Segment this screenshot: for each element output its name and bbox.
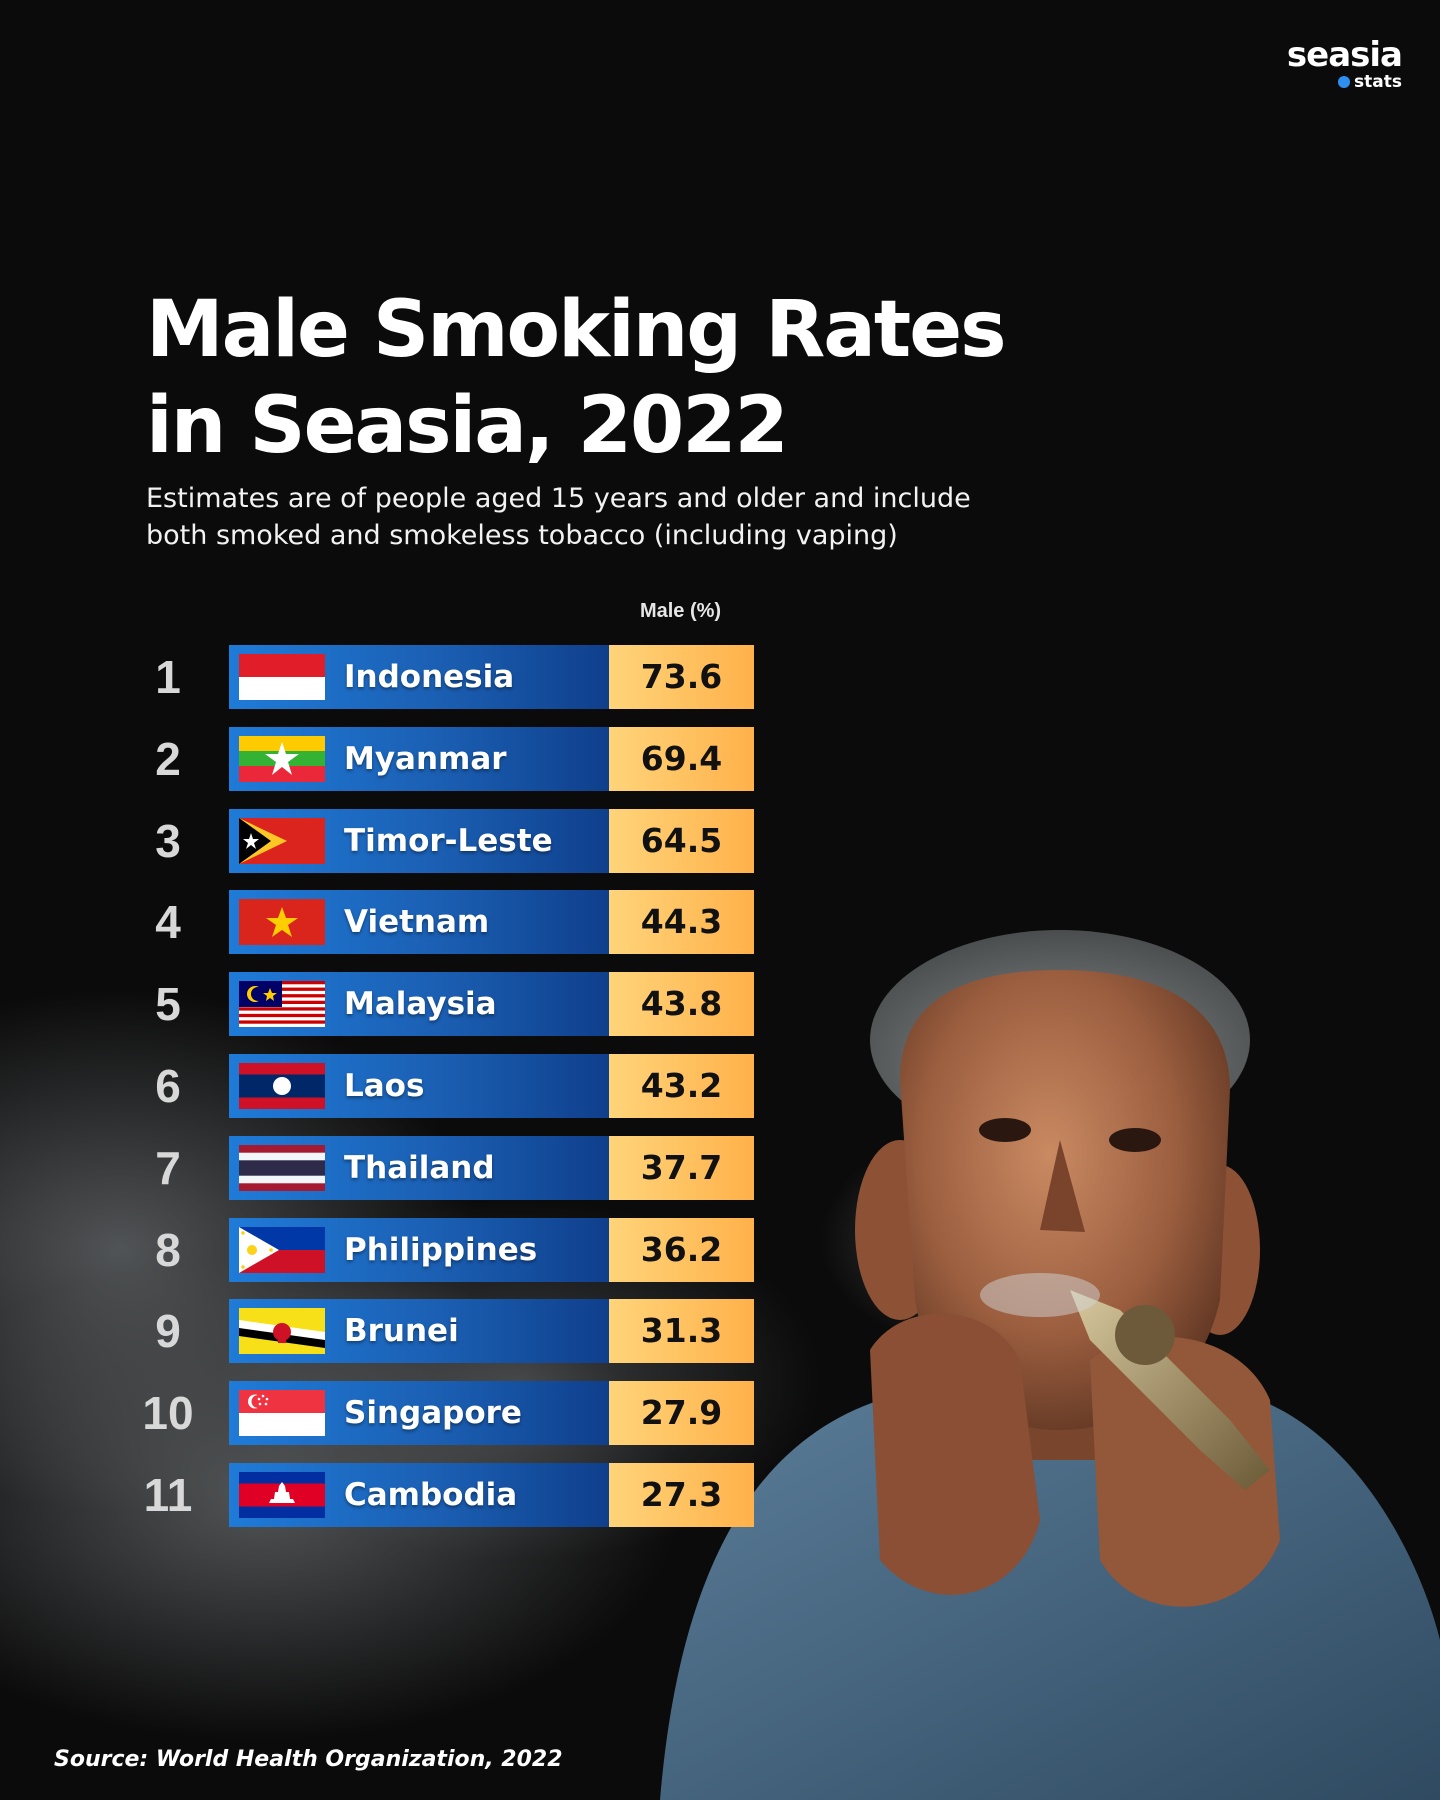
table-row: 1 Indonesia 73.6 — [0, 645, 760, 709]
globe-icon — [1338, 76, 1351, 88]
rank-number: 11 — [143, 1469, 193, 1521]
smoking-rate-value: 43.8 — [609, 972, 754, 1037]
column-header: Male (%) — [639, 600, 722, 622]
rank-number: 6 — [155, 1060, 181, 1112]
smoking-rate-value: 44.3 — [609, 890, 754, 955]
country-bar: Brunei — [229, 1299, 609, 1364]
subtitle-line-1: Estimates are of people aged 15 years an… — [146, 483, 971, 514]
brand-sub: stats — [1287, 72, 1402, 92]
page-subtitle: Estimates are of people aged 15 years an… — [146, 480, 1046, 554]
rank-number: 3 — [155, 814, 181, 867]
singapore-flag-icon — [239, 1390, 325, 1437]
smoking-rate-value: 36.2 — [609, 1217, 754, 1282]
country-name: Brunei — [344, 1313, 459, 1350]
smoking-rate-value: 73.6 — [609, 645, 754, 709]
smoking-rate-value: 64.5 — [609, 808, 754, 873]
country-bar: Laos — [229, 1054, 609, 1118]
page-title: Male Smoking Rates in Seasia, 2022 — [146, 282, 1146, 474]
smoking-rate-value: 37.7 — [609, 1135, 754, 1200]
country-name: Cambodia — [344, 1477, 518, 1513]
country-bar: Singapore — [229, 1381, 609, 1446]
source-note: Source: World Health Organization, 2022 — [54, 1747, 563, 1772]
rank-number: 9 — [155, 1305, 181, 1358]
country-name: Myanmar — [344, 740, 507, 777]
table-row: 9 Brunei 31.3 — [0, 1299, 760, 1364]
rank-number: 4 — [155, 896, 181, 949]
table-row: 5 Malaysia 43.8 — [0, 972, 760, 1037]
table-row: 7 Thailand 37.7 — [0, 1135, 760, 1200]
philippines-flag-icon — [239, 1226, 325, 1273]
brand-name: seasia — [1286, 35, 1403, 75]
title-line-2: in Seasia, 2022 — [146, 381, 789, 471]
brand-sub-label: stats — [1354, 72, 1402, 92]
laos-flag-icon — [239, 1063, 325, 1109]
smoking-rate-value: 27.3 — [609, 1463, 754, 1527]
country-name: Thailand — [344, 1149, 495, 1186]
country-name: Philippines — [344, 1231, 538, 1268]
brunei-flag-icon — [239, 1308, 325, 1355]
country-name: Malaysia — [344, 986, 497, 1023]
country-bar: Vietnam — [229, 890, 609, 955]
cambodia-flag-icon — [239, 1472, 325, 1518]
rank-number: 5 — [155, 978, 181, 1031]
table-row: 6 Laos 43.2 — [0, 1054, 760, 1118]
country-name: Vietnam — [344, 904, 490, 941]
table-row: 2 Myanmar 69.4 — [0, 726, 760, 791]
country-name: Indonesia — [344, 659, 515, 695]
title-line-1: Male Smoking Rates — [146, 285, 1007, 375]
table-row: 11 Cambodia 27.3 — [0, 1463, 760, 1527]
malaysia-flag-icon — [239, 981, 325, 1028]
country-name: Laos — [344, 1068, 425, 1104]
timor-leste-flag-icon — [239, 817, 325, 864]
smoking-rate-value: 27.9 — [609, 1381, 754, 1446]
smoking-rate-value: 31.3 — [609, 1299, 754, 1364]
subtitle-line-2: both smoked and smokeless tobacco (inclu… — [146, 520, 898, 551]
smoking-rate-value: 69.4 — [609, 726, 754, 791]
country-bar: Cambodia — [229, 1463, 609, 1527]
country-bar: Thailand — [229, 1135, 609, 1200]
country-bar: Indonesia — [229, 645, 609, 709]
table-row: 10 Singapore 27.9 — [0, 1381, 760, 1446]
thailand-flag-icon — [239, 1144, 325, 1191]
rank-number: 8 — [155, 1223, 181, 1276]
rank-number: 2 — [155, 732, 181, 785]
country-bar: Philippines — [229, 1217, 609, 1282]
brand-logo: seasia stats — [1286, 35, 1403, 92]
country-bar: Malaysia — [229, 972, 609, 1037]
rank-number: 10 — [142, 1387, 194, 1440]
smoking-rate-value: 43.2 — [609, 1054, 754, 1118]
vietnam-flag-icon — [239, 899, 325, 946]
myanmar-flag-icon — [239, 735, 325, 782]
table-row: 8 Philippines 36.2 — [0, 1217, 760, 1282]
rank-number: 1 — [155, 651, 181, 703]
country-bar: Myanmar — [229, 726, 609, 791]
indonesia-flag-icon — [239, 654, 325, 700]
country-bar: Timor-Leste — [229, 808, 609, 873]
country-name: Singapore — [344, 1395, 522, 1432]
table-row: 4 Vietnam 44.3 — [0, 890, 760, 955]
country-name: Timor-Leste — [344, 822, 553, 859]
rank-number: 7 — [155, 1141, 181, 1194]
table-row: 3 Timor-Leste 64.5 — [0, 808, 760, 873]
